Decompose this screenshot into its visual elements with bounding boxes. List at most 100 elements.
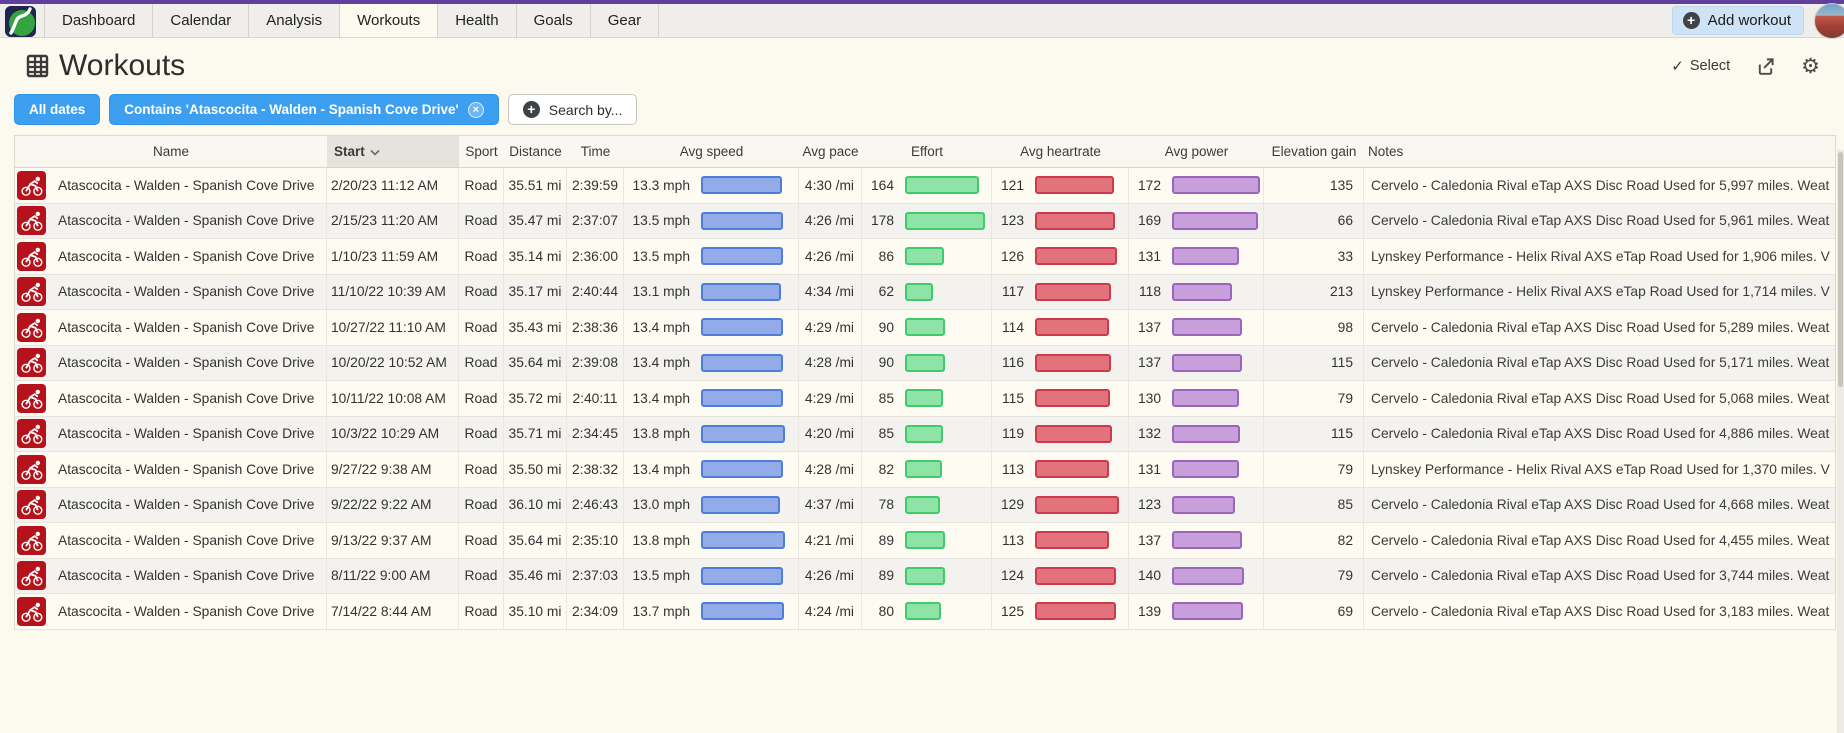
workout-row[interactable]: Atascocita - Walden - Spanish Cove Drive… xyxy=(15,168,1835,204)
workout-sport: Road xyxy=(459,274,504,309)
workout-row[interactable]: Atascocita - Walden - Spanish Cove Drive… xyxy=(15,274,1835,310)
avg-heartrate-value: 113 xyxy=(1002,532,1024,548)
effort-bar xyxy=(905,176,979,195)
column-header-avg-speed[interactable]: Avg speed xyxy=(624,136,799,167)
nav-tab-health[interactable]: Health xyxy=(438,4,517,37)
avg-heartrate-value: 119 xyxy=(1002,426,1024,442)
workout-row[interactable]: Atascocita - Walden - Spanish Cove Drive… xyxy=(15,523,1835,559)
workout-row[interactable]: Atascocita - Walden - Spanish Cove Drive… xyxy=(15,310,1835,346)
avg-power-bar xyxy=(1172,566,1244,585)
column-header-notes[interactable]: Notes xyxy=(1364,136,1835,167)
column-header-avg-heartrate[interactable]: Avg heartrate xyxy=(992,136,1129,167)
avg-speed-bar xyxy=(701,282,781,301)
filter-chip[interactable]: All dates xyxy=(14,94,101,125)
column-header-avg-pace[interactable]: Avg pace xyxy=(799,136,862,167)
avg-speed: 13.4 mph xyxy=(624,310,799,345)
effort-bar xyxy=(905,211,985,230)
avg-speed-value: 13.7 mph xyxy=(632,603,690,619)
close-icon[interactable]: × xyxy=(467,101,484,118)
avatar[interactable] xyxy=(1814,2,1844,39)
column-header-time[interactable]: Time xyxy=(567,136,624,167)
avg-speed-value: 13.0 mph xyxy=(632,497,690,513)
effort-bar xyxy=(905,318,945,337)
search-by-button[interactable]: + Search by... xyxy=(507,94,638,125)
column-header-label: Elevation gain xyxy=(1271,144,1357,159)
app-logo-icon[interactable] xyxy=(5,5,36,37)
workout-distance: 35.17 mi xyxy=(504,274,567,309)
workout-distance: 35.50 mi xyxy=(504,452,567,487)
avg-heartrate-value: 116 xyxy=(1002,355,1024,371)
workout-time: 2:46:43 xyxy=(567,487,624,522)
avg-power-value: 118 xyxy=(1139,284,1161,300)
workout-notes: Cervelo - Caledonia Rival eTap AXS Disc … xyxy=(1371,319,1830,335)
workout-row[interactable]: Atascocita - Walden - Spanish Cove Drive… xyxy=(15,381,1835,417)
column-header-name[interactable]: Name xyxy=(15,136,327,167)
filter-chip[interactable]: Contains 'Atascocita - Walden - Spanish … xyxy=(109,94,499,125)
avg-power-value: 137 xyxy=(1137,319,1161,335)
avg-power-value: 169 xyxy=(1137,213,1161,229)
add-workout-button[interactable]: + Add workout xyxy=(1671,6,1804,35)
workout-row[interactable]: Atascocita - Walden - Spanish Cove Drive… xyxy=(15,452,1835,488)
nav-tab-dashboard[interactable]: Dashboard xyxy=(44,4,154,37)
avg-speed-bar xyxy=(701,566,783,585)
workout-name: Atascocita - Walden - Spanish Cove Drive xyxy=(55,416,327,451)
sport-icon-cell xyxy=(15,381,55,416)
nav-tab-analysis[interactable]: Analysis xyxy=(249,4,341,37)
workout-distance: 36.10 mi xyxy=(504,487,567,522)
select-button[interactable]: ✓ Select xyxy=(1671,57,1730,75)
nav-tab-goals[interactable]: Goals xyxy=(517,4,591,37)
workout-distance: 35.46 mi xyxy=(504,558,567,593)
workout-time: 2:40:11 xyxy=(567,381,624,416)
cycling-icon xyxy=(17,206,46,236)
avg-power-bar xyxy=(1172,353,1242,372)
nav-tab-workouts[interactable]: Workouts xyxy=(340,4,439,37)
column-header-elevation-gain[interactable]: Elevation gain xyxy=(1264,136,1364,167)
avg-power-bar xyxy=(1172,318,1242,337)
settings-button[interactable]: ⚙ xyxy=(1801,55,1820,77)
share-button[interactable] xyxy=(1756,57,1775,76)
workout-row[interactable]: Atascocita - Walden - Spanish Cove Drive… xyxy=(15,416,1835,452)
workout-row[interactable]: Atascocita - Walden - Spanish Cove Drive… xyxy=(15,345,1835,381)
avg-power: 123 xyxy=(1129,487,1264,522)
workout-sport: Road xyxy=(459,558,504,593)
workout-notes: Cervelo - Caledonia Rival eTap AXS Disc … xyxy=(1371,568,1830,584)
workout-row[interactable]: Atascocita - Walden - Spanish Cove Drive… xyxy=(15,239,1835,275)
workout-start: 9/22/22 9:22 AM xyxy=(327,487,459,522)
column-header-distance[interactable]: Distance xyxy=(504,136,567,167)
column-header-avg-power[interactable]: Avg power xyxy=(1129,136,1264,167)
sport-icon-cell xyxy=(15,310,55,345)
workout-time: 2:37:07 xyxy=(567,203,624,238)
column-header-label: Distance xyxy=(509,144,562,159)
scrollbar-thumb[interactable] xyxy=(1838,152,1843,387)
check-icon: ✓ xyxy=(1671,57,1684,75)
avg-speed-bar xyxy=(701,353,783,372)
effort-value: 86 xyxy=(878,248,894,264)
scrollbar[interactable] xyxy=(1837,150,1844,733)
avg-speed-value: 13.8 mph xyxy=(632,426,690,442)
nav-tab-calendar[interactable]: Calendar xyxy=(153,4,250,37)
elevation-gain: 115 xyxy=(1264,416,1364,451)
nav-tab-gear[interactable]: Gear xyxy=(591,4,660,37)
avg-power-bar xyxy=(1172,211,1258,230)
effort: 80 xyxy=(862,594,992,629)
avg-speed-bar xyxy=(701,495,780,514)
column-header-label: Sport xyxy=(465,144,498,159)
workout-row[interactable]: Atascocita - Walden - Spanish Cove Drive… xyxy=(15,203,1835,239)
column-header-effort[interactable]: Effort xyxy=(862,136,992,167)
avg-pace: 4:28 /mi xyxy=(799,345,862,380)
workout-row[interactable]: Atascocita - Walden - Spanish Cove Drive… xyxy=(15,487,1835,523)
workout-distance: 35.71 mi xyxy=(504,416,567,451)
effort-value: 85 xyxy=(878,426,894,442)
avg-power: 169 xyxy=(1129,203,1264,238)
workout-distance: 35.14 mi xyxy=(504,239,567,274)
workout-row[interactable]: Atascocita - Walden - Spanish Cove Drive… xyxy=(15,558,1835,594)
column-header-start[interactable]: Start xyxy=(327,136,459,167)
workout-row[interactable]: Atascocita - Walden - Spanish Cove Drive… xyxy=(15,594,1835,630)
effort-bar xyxy=(905,531,945,550)
avg-speed: 13.8 mph xyxy=(624,416,799,451)
sport-icon-cell xyxy=(15,239,55,274)
workout-time: 2:39:59 xyxy=(567,168,624,203)
column-header-sport[interactable]: Sport xyxy=(459,136,504,167)
avg-power-bar xyxy=(1172,247,1239,266)
avg-heartrate-bar xyxy=(1035,176,1114,195)
